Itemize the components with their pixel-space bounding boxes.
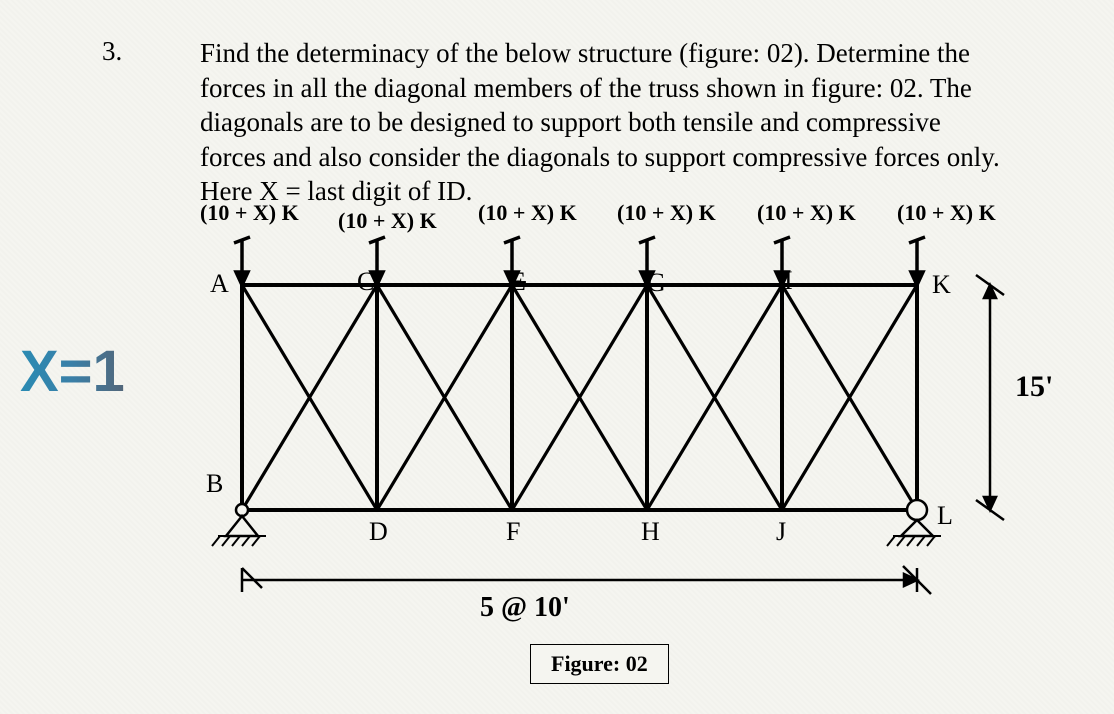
- span-label: 5 @ 10': [480, 592, 570, 624]
- question-text: Find the determinacy of the below struct…: [200, 36, 1010, 209]
- top-node-labels: A C E G I K: [210, 266, 951, 299]
- node-J: J: [776, 517, 786, 546]
- load-label: (10 + X) K: [617, 200, 716, 226]
- node-C: C: [357, 267, 374, 296]
- question-number: 3.: [102, 36, 122, 67]
- node-E: E: [510, 267, 526, 296]
- truss-diagram: A C E G I K B D F H J L: [170, 230, 1070, 650]
- node-D: D: [369, 517, 388, 546]
- node-B: B: [206, 469, 223, 498]
- node-K: K: [932, 270, 951, 299]
- load-label: (10 + X) K: [200, 200, 299, 226]
- x-annotation: X=1: [20, 338, 125, 405]
- height-dimension: [976, 275, 1004, 520]
- node-G: G: [647, 268, 666, 297]
- load-label: (10 + X) K: [478, 200, 577, 226]
- node-H: H: [641, 517, 660, 546]
- node-I: I: [784, 266, 793, 295]
- diagonals: [242, 285, 917, 510]
- height-label: 15': [1015, 370, 1053, 404]
- node-L: L: [937, 501, 953, 530]
- load-label: (10 + X) K: [757, 200, 856, 226]
- bottom-node-labels: B D F H J L: [206, 469, 953, 546]
- node-F: F: [506, 517, 520, 546]
- figure-caption: Figure: 02: [530, 644, 669, 684]
- right-support: [887, 500, 941, 546]
- span-dimension: [242, 566, 931, 594]
- load-label: (10 + X) K: [897, 200, 996, 226]
- load-arrows: [234, 237, 925, 285]
- node-A: A: [210, 269, 229, 298]
